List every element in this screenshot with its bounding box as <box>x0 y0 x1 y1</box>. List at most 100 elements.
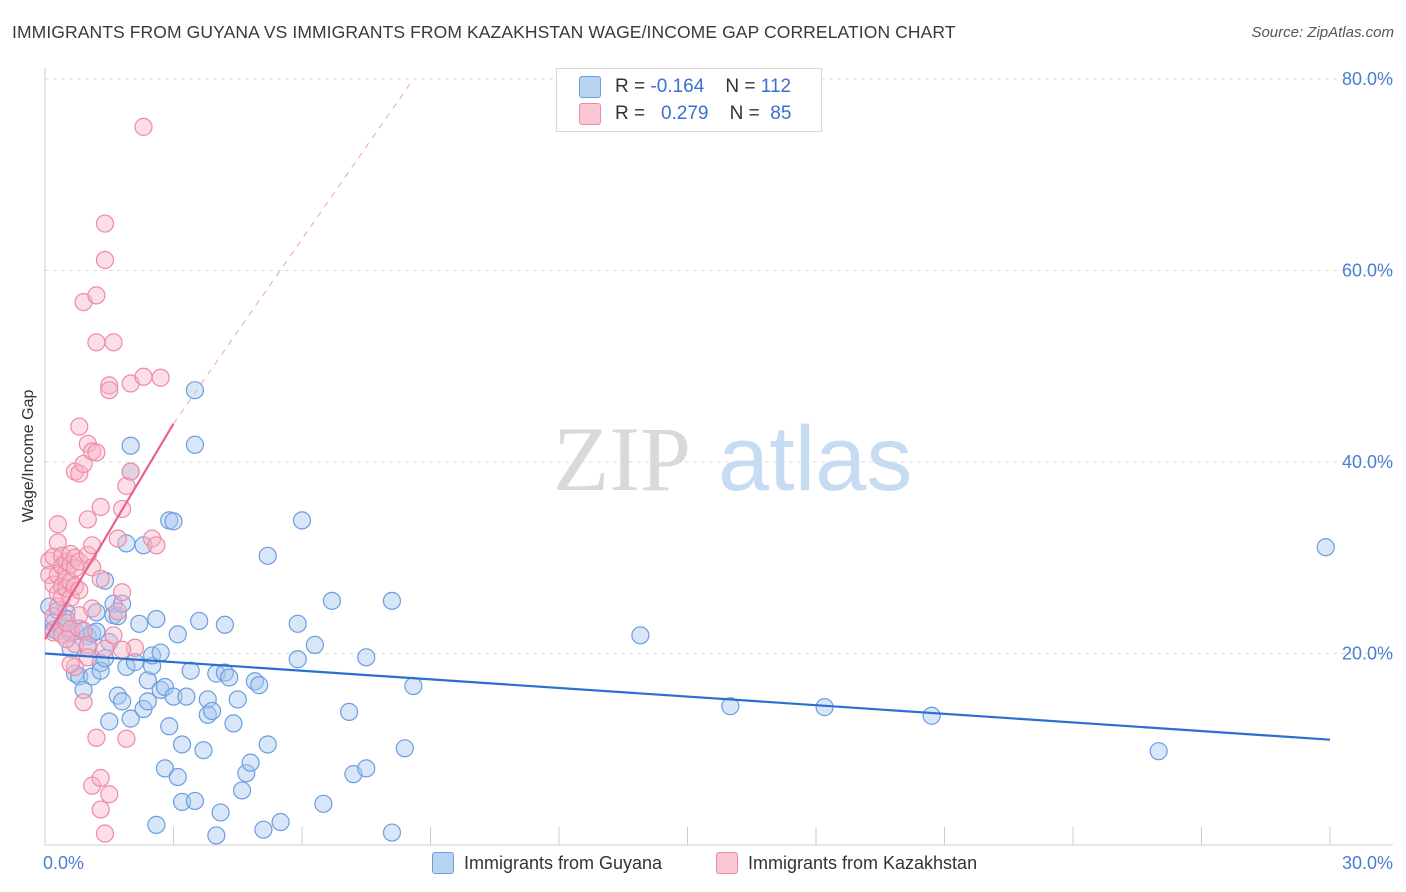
kazakhstan-points <box>40 117 170 843</box>
guyana-point <box>215 615 234 634</box>
x-tick-label-min: 0.0% <box>43 853 84 873</box>
source-label: Source: ZipAtlas.com <box>1251 24 1394 41</box>
guyana-point <box>1149 742 1168 761</box>
kazakhstan-point <box>61 620 80 639</box>
guyana-point <box>211 803 230 822</box>
guyana-point <box>185 791 205 811</box>
guyana-point <box>138 671 157 690</box>
stats-row-kazakhstan: R = 0.279 N = 85 <box>579 101 791 127</box>
guyana-point <box>168 625 187 644</box>
guyana-point <box>185 435 205 454</box>
guyana-point <box>404 676 423 696</box>
n-label: N = <box>725 76 756 97</box>
kazakhstan-point <box>70 417 89 436</box>
stats-legend: R = -0.164 N = 112 R = 0.279 N = 85 <box>556 68 822 132</box>
kazakhstan-point <box>61 654 80 674</box>
guyana-point <box>382 823 402 842</box>
guyana-point <box>241 753 260 772</box>
y-axis-label: Wage/Income Gap <box>20 390 37 523</box>
guyana-point <box>292 511 312 530</box>
guyana-point <box>250 675 269 695</box>
kazakhstan-point <box>95 214 115 233</box>
guyana-point <box>168 767 187 787</box>
guyana-swatch <box>579 76 601 98</box>
guyana-point <box>1316 538 1335 557</box>
guyana-point <box>721 697 740 716</box>
kazakhstan-point <box>91 569 110 588</box>
guyana-point <box>185 381 205 400</box>
trend-lines <box>44 78 1331 741</box>
guyana-point <box>224 714 243 733</box>
guyana-point <box>220 668 239 687</box>
kazakhstan-point <box>134 367 153 386</box>
guyana-point <box>121 436 140 455</box>
guyana-point <box>237 764 256 783</box>
guyana-point <box>147 815 166 834</box>
kazakhstan-point <box>91 497 110 517</box>
chart-title: IMMIGRANTS FROM GUYANA VS IMMIGRANTS FRO… <box>12 22 956 42</box>
guyana-point <box>190 611 209 631</box>
kazakhstan-point <box>121 462 140 481</box>
kazakhstan-point <box>108 602 127 621</box>
legend-item-guyana[interactable]: Immigrants from Guyana <box>432 852 662 874</box>
kazakhstan-point <box>65 634 85 654</box>
guyana-point <box>164 512 183 531</box>
guyana-point <box>112 692 132 711</box>
kazakhstan-point <box>147 536 166 555</box>
guyana-point <box>194 741 213 760</box>
axes <box>44 68 1393 846</box>
guyana-point <box>164 687 183 706</box>
guyana-point <box>207 826 226 845</box>
guyana-point <box>198 690 217 709</box>
guyana-point <box>177 687 196 706</box>
legend-item-kazakhstan[interactable]: Immigrants from Kazakhstan <box>716 852 977 874</box>
kazakhstan-point <box>78 510 97 529</box>
x-axis-ticks: 0.0% 30.0% <box>43 853 1393 873</box>
guyana-point <box>181 661 200 680</box>
kazakhstan-point <box>70 464 89 483</box>
r-value: -0.164 <box>650 76 705 97</box>
guyana-trend-line <box>44 652 1331 741</box>
r-label: R = <box>615 103 646 124</box>
kazakhstan-trend-extension <box>173 78 414 424</box>
guyana-point <box>228 690 247 709</box>
guyana-point <box>172 792 192 812</box>
kazakhstan-point <box>48 515 67 534</box>
guyana-point <box>271 812 290 832</box>
kazakhstan-point <box>117 729 136 748</box>
watermark: ZIP atlas <box>553 408 912 510</box>
guyana-point <box>340 702 359 722</box>
stats-row-guyana: R = -0.164 N = 112 <box>579 74 791 100</box>
guyana-point <box>151 643 170 662</box>
r-value: 0.279 <box>660 103 709 124</box>
n-value: 85 <box>770 103 792 124</box>
kazakhstan-point <box>100 785 119 804</box>
kazakhstan-point <box>91 800 110 819</box>
kazakhstan-point <box>134 117 153 136</box>
kazakhstan-point <box>117 476 136 496</box>
grid-lines <box>45 78 1393 654</box>
guyana-point <box>305 635 324 654</box>
kazakhstan-point <box>151 368 170 387</box>
guyana-point <box>288 650 307 669</box>
kazakhstan-point <box>87 286 106 305</box>
kazakhstan-point <box>74 621 93 640</box>
guyana-point <box>74 680 93 699</box>
guyana-point <box>314 794 333 813</box>
kazakhstan-point <box>78 635 97 654</box>
guyana-point <box>125 653 145 672</box>
guyana-point <box>322 591 342 610</box>
y-tick-label-20: 20.0% <box>1342 644 1393 664</box>
kazakhstan-point <box>95 824 115 843</box>
kazakhstan-point <box>100 381 119 400</box>
guyana-point <box>357 648 376 667</box>
y-tick-label-40: 40.0% <box>1342 452 1393 472</box>
kazakhstan-point <box>108 529 127 548</box>
guyana-point <box>922 706 941 725</box>
guyana-point <box>258 546 277 565</box>
kazakhstan-point <box>95 250 115 270</box>
watermark-atlas: atlas <box>718 408 912 510</box>
guyana-point <box>172 735 192 754</box>
guyana-point <box>100 712 119 731</box>
y-tick-label-60: 60.0% <box>1342 261 1393 281</box>
